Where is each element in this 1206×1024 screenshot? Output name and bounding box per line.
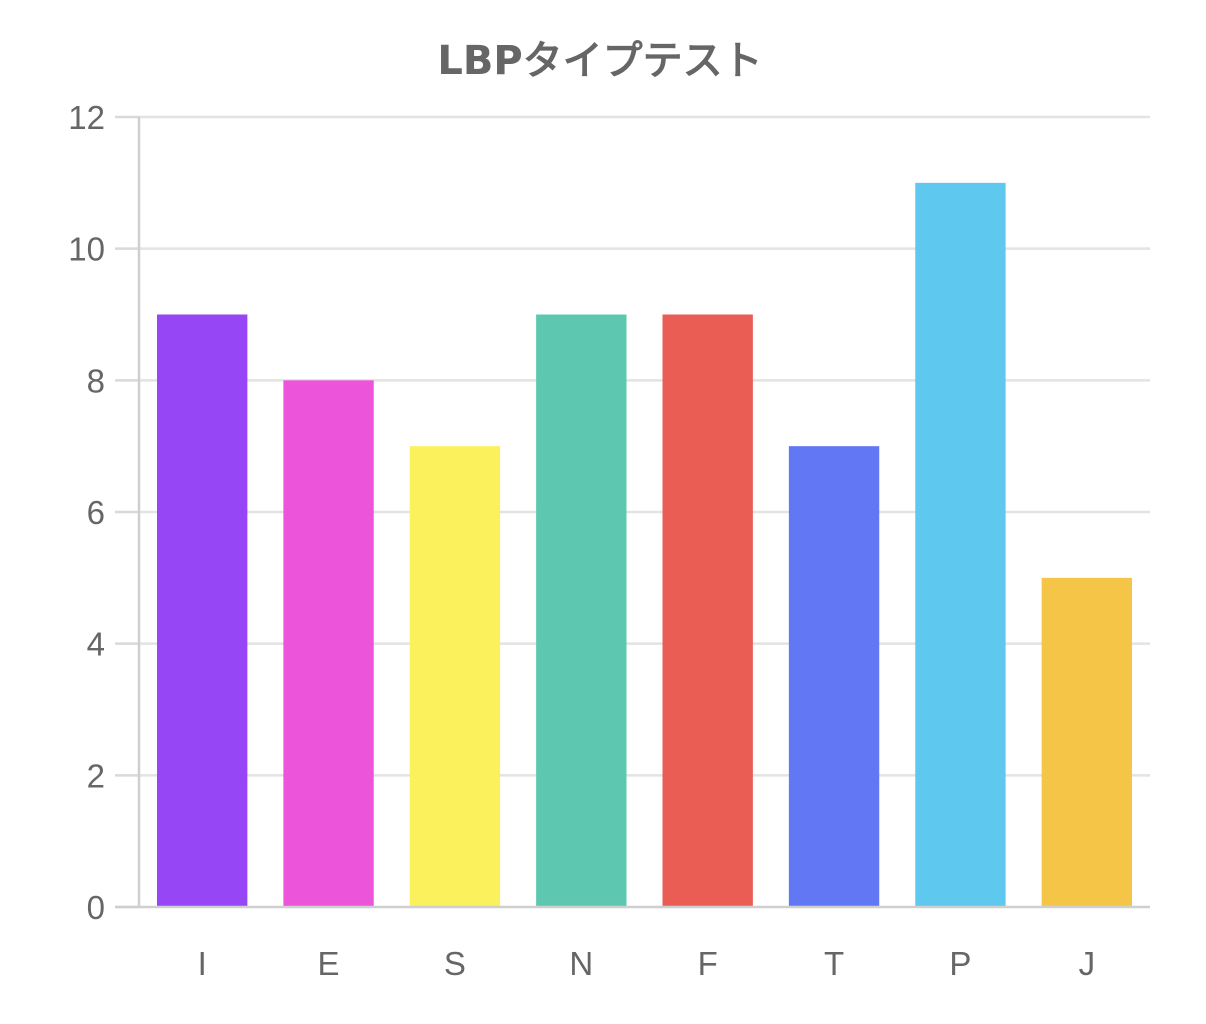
x-tick-label: E — [318, 945, 340, 982]
y-tick-label: 6 — [87, 494, 105, 531]
x-tick-label: F — [698, 945, 718, 982]
y-tick-label: 0 — [87, 889, 105, 926]
x-tick-label: S — [444, 945, 466, 982]
x-tick-label: T — [824, 945, 844, 982]
x-tick-label: J — [1079, 945, 1096, 982]
bar-E — [283, 380, 374, 907]
y-tick-label: 2 — [87, 757, 105, 794]
y-tick-label: 8 — [87, 362, 105, 399]
bar-J — [1041, 577, 1132, 907]
bar-T — [788, 446, 880, 907]
bar-I — [157, 314, 248, 907]
y-tick-label: 12 — [68, 99, 105, 136]
x-tick-label: N — [569, 945, 593, 982]
bars — [157, 182, 1132, 908]
x-tick-label: P — [949, 945, 971, 982]
y-tick-label: 10 — [68, 231, 105, 268]
bar-N — [536, 314, 627, 907]
bar-F — [662, 314, 753, 907]
bar-S — [409, 446, 501, 907]
bar-P — [915, 182, 1006, 908]
x-tick-label: I — [198, 945, 207, 982]
y-tick-label: 4 — [87, 626, 105, 663]
y-axis-tick-labels: 0 2 4 6 8 10 12 — [68, 99, 105, 926]
chart-title: LBPタイプテスト — [437, 38, 762, 84]
